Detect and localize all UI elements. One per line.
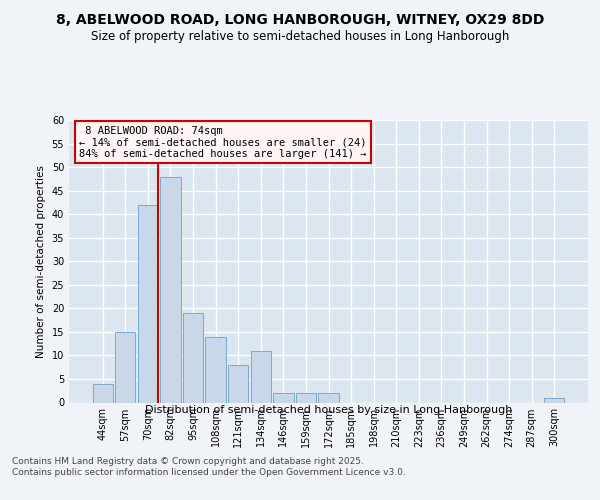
Bar — [251, 350, 271, 403]
Bar — [544, 398, 565, 402]
Bar — [296, 393, 316, 402]
Bar — [228, 365, 248, 403]
Text: Contains HM Land Registry data © Crown copyright and database right 2025.
Contai: Contains HM Land Registry data © Crown c… — [12, 458, 406, 477]
Bar — [92, 384, 113, 402]
Text: Distribution of semi-detached houses by size in Long Hanborough: Distribution of semi-detached houses by … — [145, 405, 512, 415]
Bar — [273, 393, 293, 402]
Y-axis label: Number of semi-detached properties: Number of semi-detached properties — [36, 165, 46, 358]
Text: 8, ABELWOOD ROAD, LONG HANBOROUGH, WITNEY, OX29 8DD: 8, ABELWOOD ROAD, LONG HANBOROUGH, WITNE… — [56, 12, 544, 26]
Text: 8 ABELWOOD ROAD: 74sqm
← 14% of semi-detached houses are smaller (24)
84% of sem: 8 ABELWOOD ROAD: 74sqm ← 14% of semi-det… — [79, 126, 367, 159]
Bar — [183, 313, 203, 402]
Bar — [115, 332, 136, 402]
Bar — [205, 336, 226, 402]
Text: Size of property relative to semi-detached houses in Long Hanborough: Size of property relative to semi-detach… — [91, 30, 509, 43]
Bar — [319, 393, 338, 402]
Bar — [138, 205, 158, 402]
Bar — [160, 176, 181, 402]
